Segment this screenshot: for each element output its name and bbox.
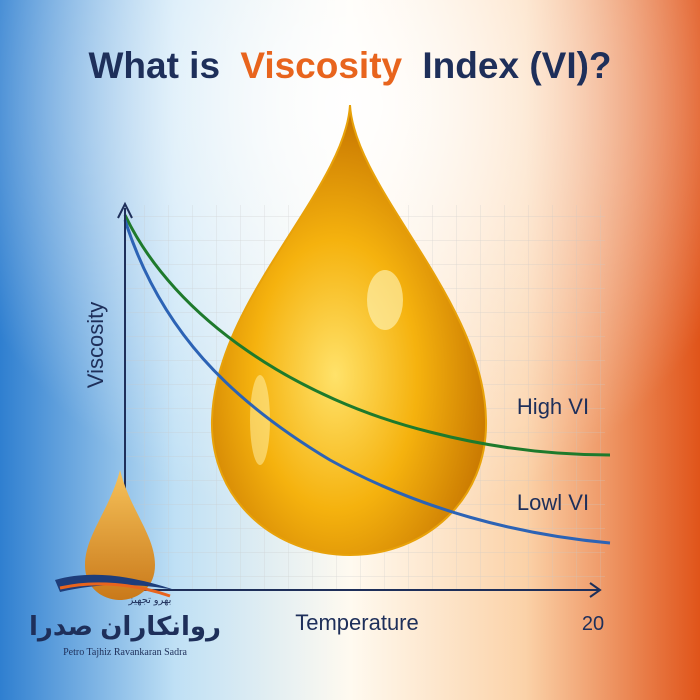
high-vi-curve [123,214,611,457]
low-vi-label: Lowl VI [517,490,589,515]
logo-drop [85,470,155,600]
x-axis-arrow [589,582,602,598]
high-vi-label: High VI [517,394,589,419]
logo-tagline: بهرو تجهیز [128,595,172,606]
low-vi-curve [123,219,611,545]
x-end-label: 20 [582,613,604,635]
drop-highlight [250,375,270,465]
title: What is Viscosity Index (VI)? [88,45,611,86]
title-text: Index (VI)? [422,45,611,86]
drop-highlight [367,270,403,330]
title-highlight: Viscosity [240,45,402,86]
title-text: What is [88,45,220,86]
logo-latin: Petro Tajhiz Ravankaran Sadra [63,647,187,658]
y-axis-label: Viscosity [83,302,108,388]
logo-wave [59,582,171,598]
logo-name: روانکاران صدرا [29,611,221,642]
y-axis-arrow [117,201,133,219]
x-axis-label: Temperature [295,610,419,635]
oil-drop [210,104,488,557]
